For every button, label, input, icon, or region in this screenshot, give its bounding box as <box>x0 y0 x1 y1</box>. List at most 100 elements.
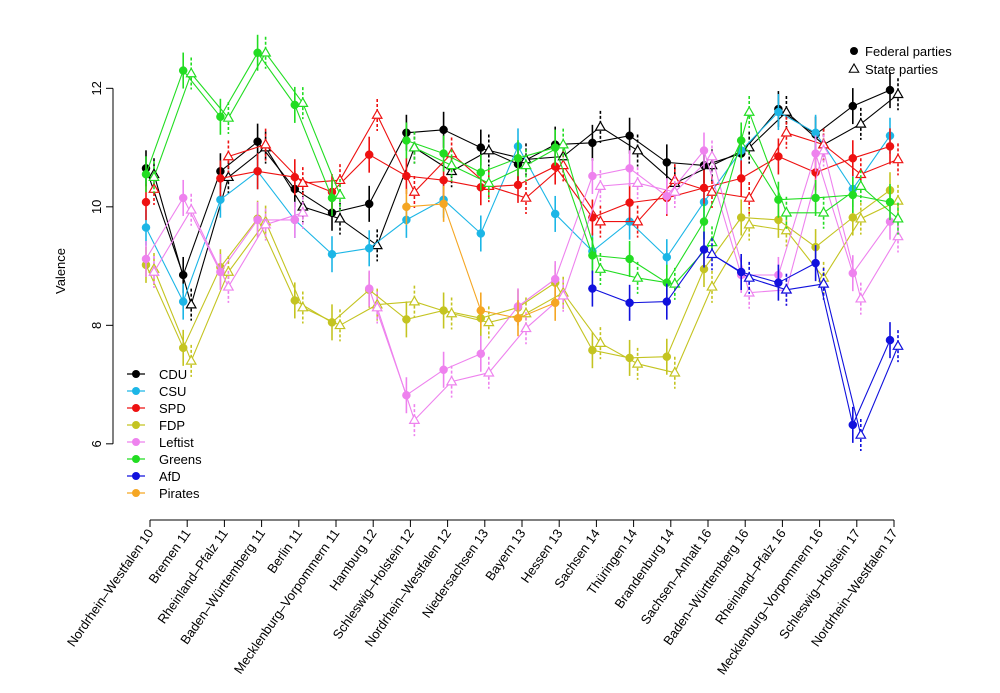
leftist-federal-point <box>402 390 411 400</box>
leftist-state-point <box>185 203 197 214</box>
fdp-state-point <box>334 319 346 330</box>
fdp-federal-point <box>402 315 411 324</box>
leftist-state-point <box>408 413 421 424</box>
leftist-federal-point <box>588 171 597 181</box>
afd-federal-point <box>774 278 783 287</box>
cdu-federal-point <box>885 85 895 95</box>
spd-federal-point <box>699 183 709 193</box>
greens-federal-point <box>513 153 523 163</box>
pirates-federal-point <box>402 202 411 212</box>
leftist-state-point <box>259 218 272 229</box>
greens-state-point <box>445 159 458 170</box>
greens-federal-point <box>476 168 486 177</box>
plot-area <box>141 34 904 451</box>
spd-federal-point <box>141 197 151 207</box>
greens-state-point <box>669 277 681 288</box>
legend-state-marker <box>848 62 860 73</box>
greens-federal-point <box>811 193 820 203</box>
fdp-state-point <box>445 307 458 318</box>
fdp-state-point <box>743 218 755 229</box>
leftist-federal-point <box>290 215 300 225</box>
afd-federal-point <box>736 267 746 277</box>
spd-federal-point <box>216 174 225 183</box>
legend-fdp-marker <box>132 421 140 429</box>
fdp-federal-point <box>625 353 634 363</box>
cdu-state-point <box>631 144 644 155</box>
y-tick-label: 6 <box>89 440 104 447</box>
leftist-federal-point <box>476 349 486 359</box>
x-tick-label: Berlin 11 <box>264 526 305 576</box>
greens-federal-point <box>588 251 597 260</box>
greens-state-line <box>414 110 899 285</box>
spd-federal-point <box>290 172 300 182</box>
legend-afd-label: AfD <box>159 469 181 484</box>
legend-leftist-marker <box>132 438 140 446</box>
leftist-federal-point <box>364 284 374 293</box>
greens-federal-point <box>216 112 225 122</box>
csu-federal-point <box>550 209 560 219</box>
csu-federal-point <box>327 249 337 259</box>
csu-federal-point <box>476 229 486 238</box>
cdu-state-point <box>780 105 793 116</box>
greens-state-point <box>408 141 421 152</box>
greens-state-point <box>483 176 495 187</box>
greens-state-point <box>855 179 867 190</box>
fdp-federal-point <box>290 296 300 305</box>
greens-state-point <box>222 111 235 122</box>
fdp-federal-point <box>327 318 337 327</box>
cdu-federal-point <box>253 137 262 146</box>
leftist-state-point <box>557 289 569 300</box>
legend-marker-label: State parties <box>865 62 938 77</box>
spd-federal-point <box>402 171 411 181</box>
legend-leftist-label: Leftist <box>159 435 194 450</box>
spd-federal-point <box>364 150 374 159</box>
fdp-federal-point <box>178 343 188 353</box>
greens-federal-point <box>774 195 783 204</box>
x-tick-label: Rheinland–Pfalz 11 <box>154 526 230 626</box>
greens-state-point <box>185 67 197 78</box>
cdu-federal-point <box>476 143 486 152</box>
y-tick-label: 10 <box>89 200 104 214</box>
legend-pirates-marker <box>132 489 140 497</box>
x-tick-label: Nordrhein–Westfalen 10 <box>64 526 157 649</box>
spd-federal-point <box>848 153 858 163</box>
csu-federal-point <box>141 223 151 232</box>
greens-state-point <box>259 46 272 57</box>
leftist-state-point <box>445 375 458 386</box>
spd-federal-point <box>625 198 634 207</box>
spd-state-point <box>259 138 272 149</box>
cdu-state-point <box>855 117 867 128</box>
legend-greens-label: Greens <box>159 452 202 467</box>
cdu-federal-point <box>625 131 634 140</box>
fdp-federal-point <box>439 306 448 315</box>
afd-federal-point <box>625 298 634 308</box>
greens-federal-point <box>290 100 300 110</box>
leftist-federal-point <box>216 267 225 277</box>
cdu-federal-point <box>662 158 672 167</box>
afd-federal-point <box>662 297 672 306</box>
greens-federal-point <box>550 143 560 152</box>
legend-federal-marker <box>850 47 858 55</box>
legend-pirates-label: Pirates <box>159 486 200 501</box>
legend-spd-marker <box>132 404 140 412</box>
greens-state-point <box>557 138 569 149</box>
cdu-federal-point <box>178 270 188 280</box>
csu-federal-point <box>216 195 225 204</box>
leftist-federal-point <box>699 146 709 155</box>
spd-state-point <box>371 108 383 119</box>
spd-federal-point <box>253 167 262 176</box>
fdp-state-point <box>669 366 681 377</box>
afd-federal-point <box>699 245 709 254</box>
greens-federal-line <box>406 139 891 284</box>
leftist-state-point <box>855 292 867 303</box>
leftist-state-point <box>892 230 904 241</box>
afd-state-point <box>780 283 793 294</box>
greens-federal-point <box>625 254 634 264</box>
cdu-state-point <box>185 298 197 309</box>
greens-state-line <box>153 51 341 196</box>
greens-state-point <box>334 188 346 199</box>
spd-state-point <box>892 153 904 164</box>
greens-federal-point <box>178 66 188 75</box>
afd-state-line <box>711 253 899 437</box>
